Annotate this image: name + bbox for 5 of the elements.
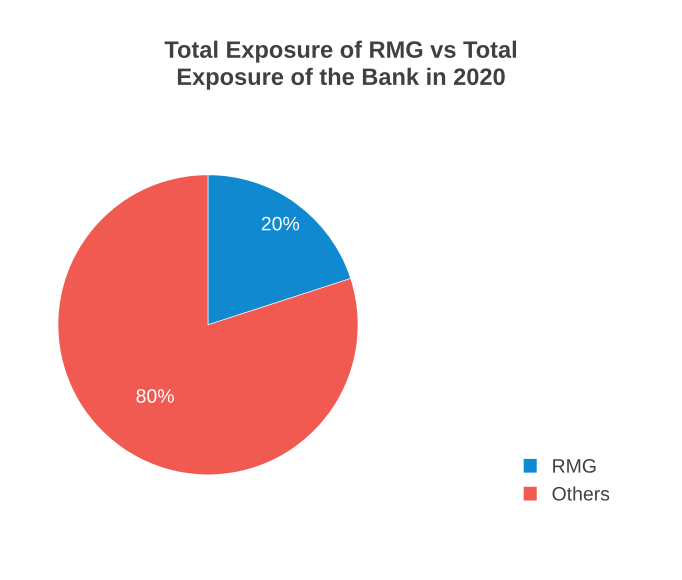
chart-title: Total Exposure of RMG vs Total Exposure of the Bank in 2020 <box>164 40 516 90</box>
legend-label: RMG <box>553 459 596 473</box>
data-label: 80% <box>136 389 174 403</box>
legend-label: Others <box>552 486 610 501</box>
data-label: 20% <box>262 216 300 230</box>
